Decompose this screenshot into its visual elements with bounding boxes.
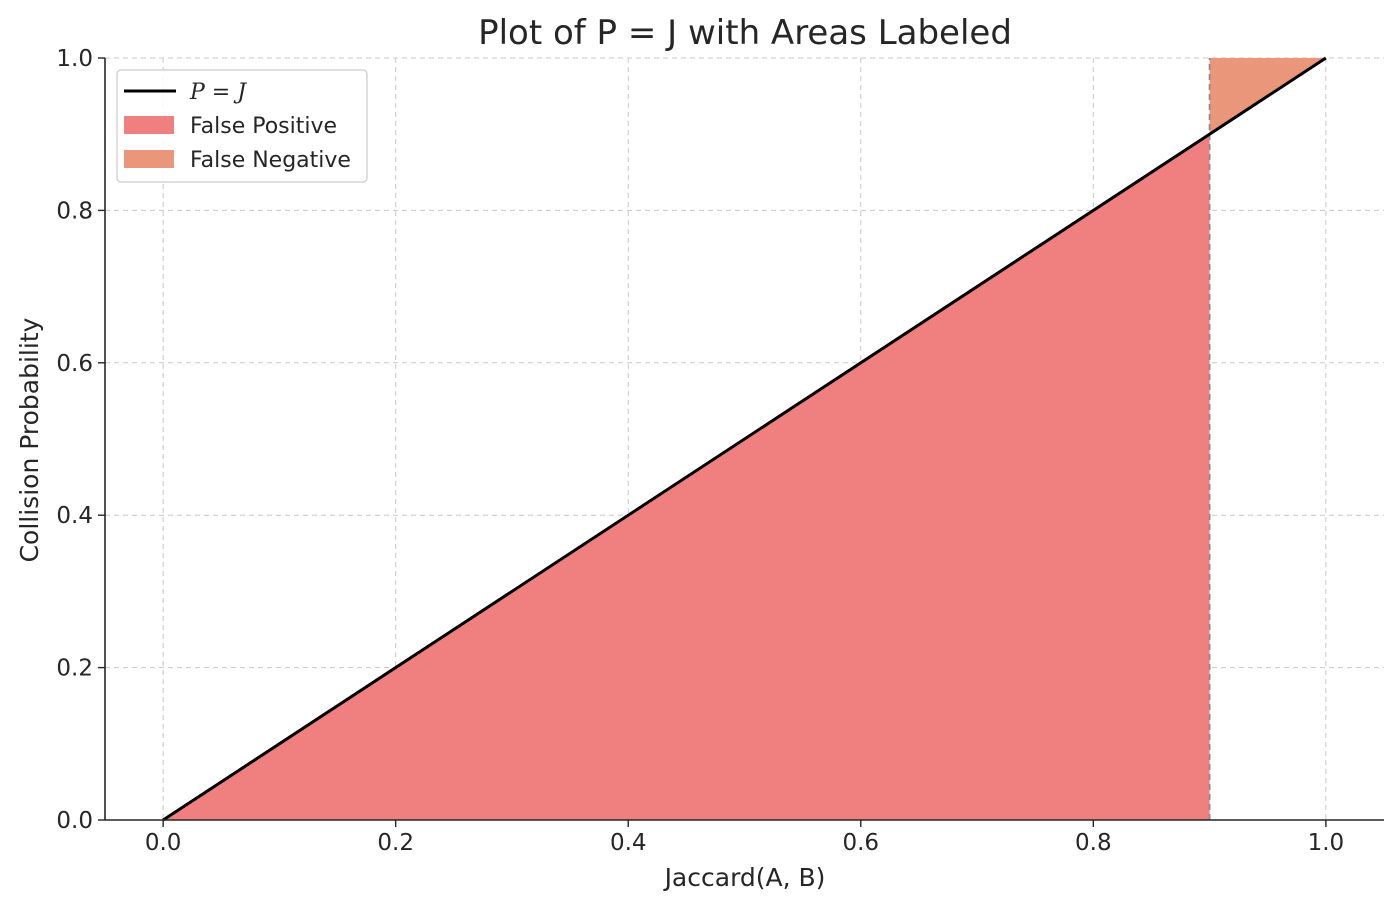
y-tick-label-1: 0.2 xyxy=(56,656,93,682)
x-tick-label-4: 0.8 xyxy=(1075,830,1112,856)
legend-label-p-equals-j: P = J xyxy=(189,80,247,105)
x-tick-label-0: 0.0 xyxy=(145,830,182,856)
chart-title: Plot of P = J with Areas Labeled xyxy=(478,13,1012,53)
y-axis-label: Collision Probability xyxy=(15,317,44,562)
legend-frame xyxy=(116,69,368,183)
p-equals-j-line xyxy=(162,56,1327,822)
y-tick-label-0: 0.0 xyxy=(56,808,93,834)
x-tick-label-1: 0.2 xyxy=(377,830,414,856)
x-tick-label-5: 1.0 xyxy=(1308,830,1345,856)
y-tick-label-2: 0.4 xyxy=(56,503,93,529)
x-tick-label-2: 0.4 xyxy=(610,830,647,856)
y-tick-label-4: 0.8 xyxy=(56,198,93,224)
x-axis-label: Jaccard(A, B) xyxy=(663,863,826,892)
x-tick-label-3: 0.6 xyxy=(842,830,879,856)
legend-label-false-negative: False Negative xyxy=(190,148,351,173)
legend-false-negative-swatch xyxy=(124,150,174,168)
legend-label-false-positive: False Positive xyxy=(190,114,337,139)
y-tick-label-3: 0.6 xyxy=(56,351,93,377)
axis-ticks: 0.0 0.2 0.4 0.6 0.8 1.0 0.0 0.2 0.4 0.6 0.8 1.0 xyxy=(56,46,1344,856)
axes-spines xyxy=(104,58,1384,821)
plot-area xyxy=(162,56,1327,822)
legend-false-positive-swatch xyxy=(124,116,174,134)
legend: P = J False Positive False Negative xyxy=(116,69,368,183)
y-tick-label-5: 1.0 xyxy=(56,46,93,72)
